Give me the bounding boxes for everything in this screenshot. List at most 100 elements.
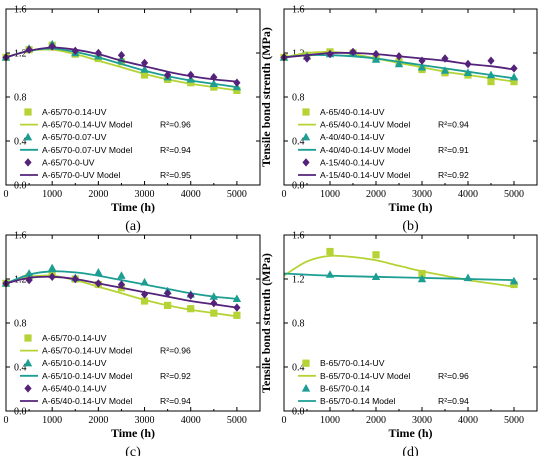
data-point	[117, 51, 126, 60]
legend-label: A-65/10-0.14-UV Model	[42, 371, 132, 381]
x-tick-label: 3000	[135, 189, 155, 200]
legend-marker	[24, 158, 32, 167]
legend-r2: R²=0.94	[438, 120, 469, 130]
data-point	[232, 294, 242, 302]
x-tick-label: 3000	[135, 415, 155, 426]
data-point	[24, 269, 34, 277]
data-point	[210, 309, 218, 317]
data-point	[372, 251, 380, 259]
data-series	[2, 272, 241, 312]
data-point	[48, 272, 56, 281]
legend-label: B-65/70-0.14 Model	[320, 396, 396, 406]
chart-panel: 0.00.40.81.21.60 1000 2000 3000 4000 5000Time…	[259, 5, 538, 234]
legend-label: A-65/10-0.14-UV	[42, 358, 107, 368]
data-point	[71, 46, 79, 55]
data-point	[371, 272, 381, 280]
data-point	[187, 70, 195, 80]
data-point	[440, 66, 450, 74]
y-tick-label: 0.4	[292, 363, 305, 374]
y-tick-label: 1.6	[292, 231, 305, 242]
legend-r2: R²=0.96	[438, 371, 469, 381]
x-tick-label: 5000	[504, 189, 524, 200]
legend: A-65/40-0.14-UV A-65/40-0.14-UV Model R²=0…	[298, 107, 469, 180]
data-point	[233, 311, 241, 319]
data-point	[509, 72, 519, 81]
legend-label: A-40/40-0.14-UV	[320, 132, 385, 142]
legend-label: A-65/40-0.14-UV Model	[320, 120, 410, 130]
data-point	[140, 290, 149, 299]
data-point	[164, 301, 172, 309]
legend-label: A-65/70-0.07-UV Model	[42, 145, 132, 155]
data-series	[2, 42, 241, 87]
x-axis-label: Time (h)	[388, 200, 432, 214]
x-tick-label: 1000	[320, 189, 340, 200]
data-point	[187, 305, 195, 313]
data-point	[394, 59, 404, 68]
y-tick-label: 0.4	[292, 137, 305, 148]
data-point	[187, 291, 195, 300]
legend-label: B-65/70-0.14	[320, 383, 370, 393]
plot-frame	[283, 234, 538, 412]
legend-label: B-65/70-0.14-UV	[320, 358, 385, 368]
data-point	[140, 65, 149, 73]
legend-r2: R²=0.92	[438, 170, 469, 180]
legend-marker	[24, 334, 32, 342]
data-point	[510, 280, 518, 289]
x-tick-label: 4000	[181, 415, 201, 426]
x-tick-label: 5000	[504, 415, 524, 426]
data-point	[48, 42, 56, 51]
legend: A-65/70-0.14-UV A-65/70-0.14-UV Model R²=0…	[20, 107, 191, 180]
data-point	[117, 271, 126, 279]
legend: A-65/70-0.14-UV A-65/70-0.14-UV Model R²=0…	[20, 333, 191, 406]
legend-marker	[24, 384, 32, 393]
legend-label: A-65/40-0.14-UV	[320, 107, 385, 117]
data-point	[210, 73, 218, 82]
legend-marker	[302, 158, 310, 167]
y-tick-label: 0.8	[292, 93, 305, 104]
y-tick-label: 0.4	[14, 363, 27, 374]
legend-r2: R²=0.96	[160, 120, 191, 130]
model-curve	[5, 46, 237, 83]
panel-label: (b)	[402, 219, 419, 234]
y-tick-label: 0.8	[14, 319, 27, 330]
y-axis-label: Tensile bond strenth (MPa)	[259, 253, 273, 393]
data-point	[325, 270, 335, 278]
chart-panel: 0.00.40.81.21.60 1000 2000 3000 4000 5000Time…	[259, 231, 538, 456]
data-point	[418, 56, 426, 65]
y-tick-label: 0.8	[14, 93, 27, 104]
y-tick-label: 0.8	[292, 319, 305, 330]
model-curve	[283, 254, 515, 288]
legend-label: A-15/40-0.14-UV	[320, 157, 385, 167]
data-point	[487, 56, 495, 65]
model-curve	[5, 274, 238, 318]
legend-r2: R²=0.94	[160, 396, 191, 406]
data-point	[94, 48, 102, 58]
data-point	[210, 83, 218, 91]
legend-label: A-65/70-0-UV Model	[42, 170, 120, 180]
data-point	[164, 289, 172, 298]
legend-marker	[302, 359, 310, 367]
data-point	[349, 47, 357, 57]
data-point	[372, 49, 380, 59]
legend-label: A-65/70-0.14-UV	[42, 333, 107, 343]
data-point	[509, 276, 519, 285]
y-tick-label: 0.0	[14, 407, 27, 418]
model-curve	[283, 272, 515, 281]
legend-r2: R²=0.94	[438, 396, 469, 406]
data-point	[71, 274, 79, 284]
data-point	[510, 64, 518, 73]
legend-label: B-65/70-0.14-UV Model	[320, 371, 410, 381]
data-point	[233, 78, 241, 87]
data-point	[486, 70, 496, 79]
y-tick-label: 1.6	[292, 5, 305, 16]
data-point	[441, 54, 449, 63]
data-point	[140, 71, 149, 79]
y-tick-label: 1.2	[292, 275, 305, 286]
x-tick-label: 2000	[88, 189, 108, 200]
data-point	[25, 275, 33, 285]
data-point	[463, 273, 473, 282]
x-tick-label: 0	[4, 415, 9, 426]
data-point	[326, 49, 334, 59]
legend-marker	[23, 358, 33, 367]
legend: B-65/70-0.14-UV B-65/70-0.14-UV Model R²=0…	[298, 358, 469, 406]
